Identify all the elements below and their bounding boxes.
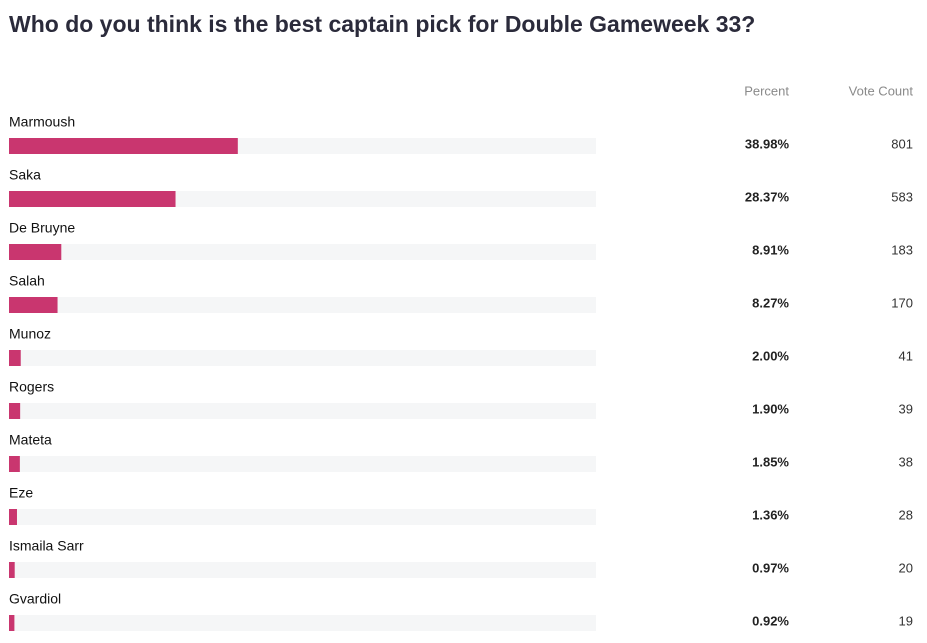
bar bbox=[9, 403, 21, 419]
percent-label: 8.27% bbox=[752, 295, 789, 310]
option-label: De Bruyne bbox=[9, 220, 75, 236]
vote-count: 28 bbox=[899, 507, 913, 522]
bar bbox=[9, 615, 15, 631]
vote-count: 41 bbox=[899, 348, 913, 363]
percent-label: 8.91% bbox=[752, 242, 789, 257]
percent-label: 1.85% bbox=[752, 454, 789, 469]
percent-label: 2.00% bbox=[752, 348, 789, 363]
bar bbox=[9, 350, 21, 366]
vote-count: 801 bbox=[891, 136, 913, 151]
bar bbox=[9, 297, 58, 313]
bar bbox=[9, 509, 17, 525]
option-label: Gvardiol bbox=[9, 591, 61, 607]
chart-title: Who do you think is the best captain pic… bbox=[9, 11, 755, 37]
vote-count: 19 bbox=[899, 613, 913, 628]
option-label: Mateta bbox=[9, 432, 52, 448]
bar bbox=[9, 138, 238, 154]
percent-label: 1.36% bbox=[752, 507, 789, 522]
bar-track bbox=[9, 297, 596, 313]
bar-track bbox=[9, 244, 596, 260]
percent-label: 0.97% bbox=[752, 560, 789, 575]
percent-label: 0.92% bbox=[752, 613, 789, 628]
vote-count: 20 bbox=[899, 560, 913, 575]
bar bbox=[9, 191, 176, 207]
percent-label: 28.37% bbox=[745, 189, 790, 204]
option-label: Eze bbox=[9, 485, 33, 501]
bar-track bbox=[9, 350, 596, 366]
bar-track bbox=[9, 456, 596, 472]
vote-count: 583 bbox=[891, 189, 913, 204]
bar bbox=[9, 456, 20, 472]
bar-track bbox=[9, 615, 596, 631]
column-header: Vote Count bbox=[849, 83, 914, 98]
bar bbox=[9, 244, 62, 260]
column-header: Percent bbox=[744, 83, 789, 98]
bar-track bbox=[9, 403, 596, 419]
vote-count: 38 bbox=[899, 454, 913, 469]
option-label: Salah bbox=[9, 273, 45, 289]
option-label: Ismaila Sarr bbox=[9, 538, 84, 554]
bar-track bbox=[9, 509, 596, 525]
percent-label: 38.98% bbox=[745, 136, 790, 151]
option-label: Saka bbox=[9, 167, 41, 183]
option-label: Marmoush bbox=[9, 114, 75, 130]
vote-count: 39 bbox=[899, 401, 913, 416]
bar bbox=[9, 562, 15, 578]
option-label: Rogers bbox=[9, 379, 54, 395]
percent-label: 1.90% bbox=[752, 401, 789, 416]
option-label: Munoz bbox=[9, 326, 51, 342]
vote-count: 183 bbox=[891, 242, 913, 257]
bar-track bbox=[9, 562, 596, 578]
vote-count: 170 bbox=[891, 295, 913, 310]
